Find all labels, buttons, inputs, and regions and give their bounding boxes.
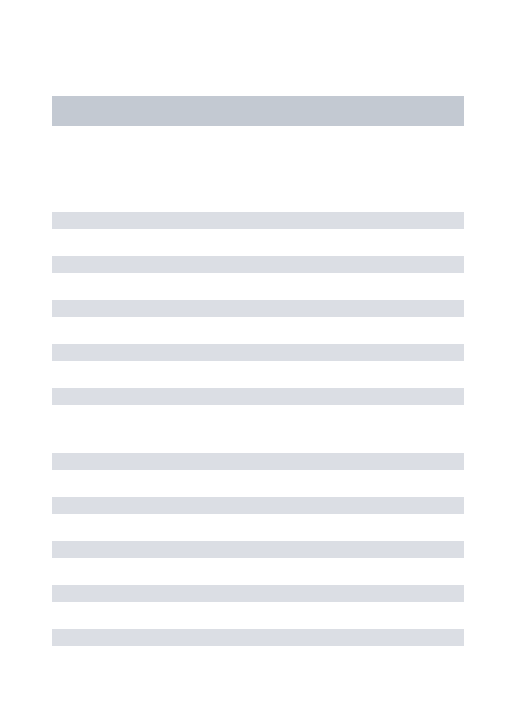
skeleton-line (52, 629, 464, 646)
skeleton-line (52, 344, 464, 361)
skeleton-line (52, 300, 464, 317)
skeleton-container (0, 0, 516, 646)
skeleton-header-bar (52, 96, 464, 126)
skeleton-line (52, 212, 464, 229)
skeleton-line (52, 388, 464, 405)
skeleton-group-2 (52, 453, 464, 646)
skeleton-group-1 (52, 212, 464, 405)
skeleton-line (52, 541, 464, 558)
skeleton-line (52, 256, 464, 273)
skeleton-line (52, 585, 464, 602)
skeleton-line (52, 497, 464, 514)
skeleton-line (52, 453, 464, 470)
